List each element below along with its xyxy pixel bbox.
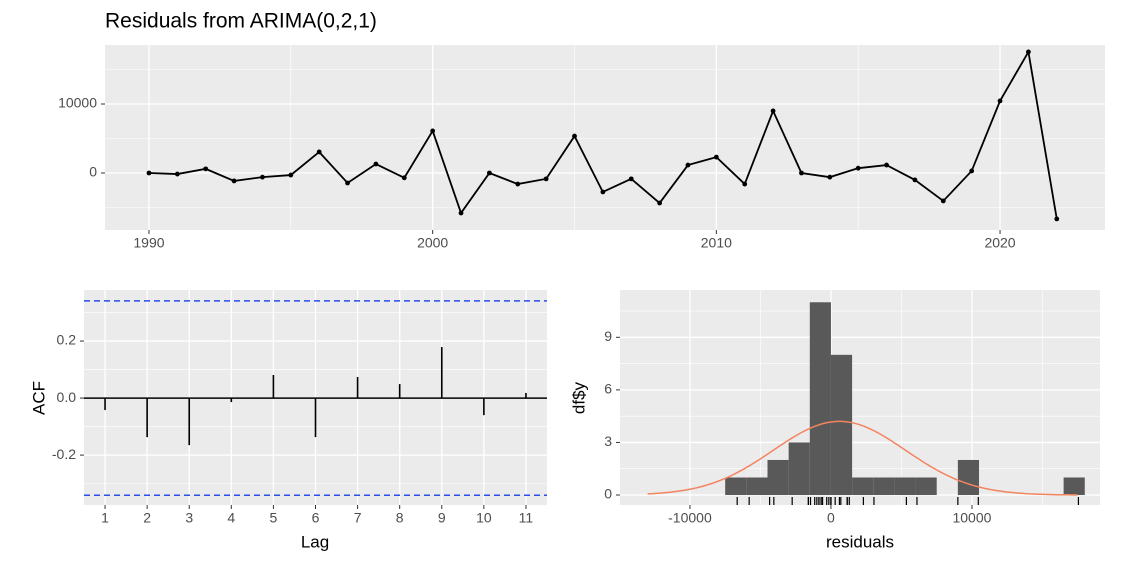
x-tick-label: 10000: [952, 510, 991, 526]
density-curve: [647, 420, 1078, 496]
histogram-bar: [767, 459, 789, 496]
x-tick-label: 6: [312, 510, 320, 526]
point: [940, 198, 946, 204]
point: [713, 154, 719, 160]
point: [146, 170, 152, 176]
y-axis-title: df$y: [569, 381, 588, 414]
plot-background: [105, 45, 1105, 230]
histogram-bar: [1063, 477, 1085, 496]
x-tick-label: -10000: [668, 510, 712, 526]
point: [345, 180, 350, 186]
x-axis-title: Lag: [301, 532, 329, 551]
histogram-bar: [809, 302, 831, 496]
plot-background: [620, 290, 1100, 505]
y-tick-label: -0.2: [52, 446, 76, 462]
x-tick-label: 7: [354, 510, 362, 526]
x-tick-label: 5: [270, 510, 278, 526]
point: [742, 181, 748, 187]
y-tick-label: 6: [604, 381, 612, 397]
y-tick-label: 0: [89, 164, 97, 180]
x-tick-label: 4: [227, 510, 235, 526]
x-tick-label: 9: [438, 510, 446, 526]
histogram-bar: [894, 477, 916, 496]
y-tick-label: 10000: [58, 95, 97, 111]
y-axis-title: ACF: [29, 381, 48, 415]
point: [912, 177, 918, 183]
x-tick-label: 1990: [133, 235, 164, 251]
x-tick-label: 2: [143, 510, 151, 526]
histogram-bar: [788, 442, 810, 496]
point: [572, 133, 577, 139]
histogram-bar: [830, 354, 853, 496]
point: [288, 172, 294, 178]
point: [827, 174, 833, 180]
histogram-bar: [746, 477, 768, 496]
y-tick-label: 0.0: [57, 389, 77, 405]
x-tick-label: 0: [827, 510, 835, 526]
histogram-bar: [915, 477, 937, 496]
x-tick-label: 2020: [984, 235, 1015, 251]
point: [628, 176, 634, 182]
x-tick-label: 11: [519, 510, 534, 526]
point: [969, 168, 975, 174]
point: [515, 181, 521, 187]
x-tick-label: 8: [396, 510, 404, 526]
point: [458, 210, 464, 216]
point: [260, 174, 265, 180]
point: [1026, 49, 1031, 55]
x-tick-label: 10: [476, 510, 492, 526]
y-tick-label: 9: [604, 328, 612, 344]
point: [401, 175, 407, 181]
y-tick-label: 0.2: [57, 332, 77, 348]
point: [430, 128, 436, 134]
point: [855, 165, 861, 171]
chart-title: Residuals from ARIMA(0,2,1): [105, 10, 377, 33]
x-tick-label: 2000: [417, 235, 448, 251]
histogram-bar: [725, 477, 747, 496]
point: [174, 171, 180, 177]
point: [799, 170, 804, 176]
point: [231, 178, 237, 184]
point: [600, 189, 606, 195]
x-tick-label: 1: [101, 510, 109, 526]
y-tick-label: 0: [604, 486, 612, 502]
point: [316, 149, 322, 155]
point: [657, 200, 663, 206]
point: [997, 98, 1003, 104]
point: [685, 162, 691, 168]
point: [203, 166, 209, 172]
histogram-bar: [957, 459, 980, 496]
point: [1054, 216, 1060, 222]
histogram-bar: [852, 477, 874, 496]
x-tick-label: 3: [185, 510, 193, 526]
point: [770, 108, 776, 114]
y-tick-label: 3: [604, 433, 612, 449]
point: [884, 162, 889, 168]
histogram-bar: [873, 477, 895, 496]
point: [543, 176, 549, 182]
x-axis-title: residuals: [826, 532, 894, 551]
point: [486, 170, 492, 176]
point: [373, 161, 379, 167]
x-tick-label: 2010: [701, 235, 732, 251]
